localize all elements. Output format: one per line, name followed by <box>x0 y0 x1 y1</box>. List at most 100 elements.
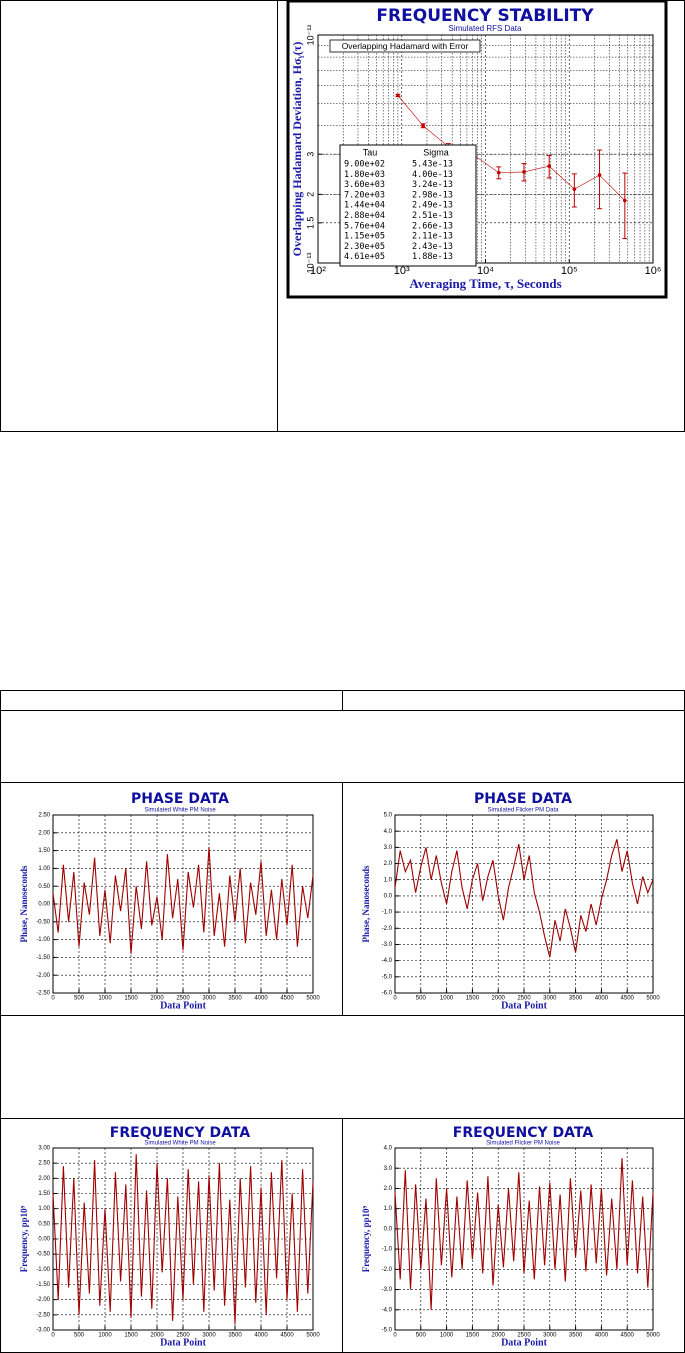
x-tick-label: 5000 <box>646 1333 660 1339</box>
y-tick-label: 1.5 <box>305 217 315 230</box>
y-tick-label: 2.0 <box>384 861 393 867</box>
x-tick-label: 1000 <box>440 996 454 1002</box>
y-tick-label: 4.0 <box>384 1146 393 1152</box>
x-tick-label: 0 <box>51 996 55 1002</box>
x-tick-label: 2000 <box>492 1333 506 1339</box>
table-header: Sigma <box>423 147 449 157</box>
y-axis-label: Overlapping Hadamard Deviation, Hσᵧ(τ) <box>290 42 304 257</box>
x-tick-label: 4500 <box>280 1333 294 1339</box>
data-point <box>496 170 501 175</box>
x-tick-label: 5000 <box>646 996 660 1002</box>
x-axis-label: Data Point <box>501 1000 548 1011</box>
data-point <box>396 93 400 98</box>
x-tick-label: 5000 <box>306 1333 320 1339</box>
y-tick-label: 0.00 <box>38 1237 50 1243</box>
data-point <box>547 164 551 168</box>
x-tick-label: 1000 <box>98 1333 112 1339</box>
data-table <box>339 144 477 267</box>
y-tick-label: 3 <box>305 152 315 157</box>
x-tick-label: 2500 <box>517 996 531 1002</box>
data-point <box>597 173 602 177</box>
table-tau: 2.88e+04 <box>344 211 385 221</box>
table-sigma: 2.66e-13 <box>412 221 453 231</box>
y-tick-label: -1.0 <box>382 910 393 916</box>
chart-title: FREQUENCY STABILITY <box>376 6 594 26</box>
y-tick-label: 2.0 <box>384 1186 393 1192</box>
chart-subtitle: Simulated White PM Noise <box>144 1141 216 1147</box>
data-line <box>52 1154 314 1324</box>
x-tick-label: 4500 <box>280 996 294 1002</box>
y-tick-label: -5.0 <box>382 974 393 980</box>
y-tick-label: 1.0 <box>384 1206 393 1212</box>
x-tick-label: 3000 <box>202 996 216 1002</box>
x-tick-label: 2000 <box>150 996 164 1002</box>
y-tick-label: 2 <box>305 192 315 197</box>
x-axis-label: Data Point <box>160 1000 207 1011</box>
plot-border <box>394 1147 654 1331</box>
x-tick-label: 1500 <box>466 1333 480 1339</box>
x-tick-label: 10⁵ <box>561 265 578 277</box>
table-tau: 2.30e+05 <box>344 242 385 252</box>
x-tick-label: 0 <box>393 1333 397 1339</box>
x-tick-label: 0 <box>51 1333 55 1339</box>
table-sigma: 4.00e-13 <box>412 170 453 180</box>
table-sigma: 2.43e-13 <box>412 242 453 252</box>
y-tick-label: 1.00 <box>38 1206 50 1212</box>
y-tick-label: -1.00 <box>36 937 50 943</box>
x-axis-label: Data Point <box>160 1337 207 1348</box>
x-tick-label: 1000 <box>440 1333 454 1339</box>
x-tick-label: 5000 <box>306 996 320 1002</box>
chart-subtitle: Simulated Flicker PM Data <box>487 808 559 814</box>
x-tick-label: 500 <box>416 996 427 1002</box>
y-tick-label: -2.00 <box>36 1297 50 1303</box>
chart-title: PHASE DATA <box>131 791 229 807</box>
y-tick-label: -1.00 <box>36 1267 50 1273</box>
data-line <box>52 846 314 954</box>
table-tau: 3.60e+03 <box>344 180 385 190</box>
legend-box <box>329 39 481 53</box>
table-sigma: 5.43e-13 <box>412 160 453 170</box>
x-tick-label: 3000 <box>543 1333 557 1339</box>
table-tau: 7.20e+03 <box>344 190 385 200</box>
table-sigma: 2.98e-13 <box>412 190 453 200</box>
chart-title: FREQUENCY DATA <box>453 1125 594 1141</box>
y-axis-label: Frequency, pp10⁹ <box>19 1205 29 1272</box>
y-tick-label: 1.50 <box>38 848 50 854</box>
y-tick-label: 0.0 <box>384 893 393 899</box>
y-tick-label: 4.0 <box>384 829 393 835</box>
y-tick-label: -0.50 <box>36 1252 50 1258</box>
data-point <box>623 198 627 203</box>
y-tick-label: -4.0 <box>382 1307 393 1313</box>
y-tick-label: -2.00 <box>36 973 50 979</box>
y-tick-label: -2.0 <box>382 926 393 932</box>
y-tick-label: -5.0 <box>382 1328 393 1334</box>
table-sigma: 2.51e-13 <box>412 211 453 221</box>
x-tick-label: 3500 <box>228 996 242 1002</box>
plot-area <box>395 1148 653 1330</box>
y-tick-label: 2.00 <box>38 1176 50 1182</box>
table-tau: 4.61e+05 <box>344 252 385 262</box>
error-bar <box>597 149 603 210</box>
y-tick-label: -3.00 <box>36 1328 50 1334</box>
chart-subtitle: Simulated White PM Noise <box>144 808 216 814</box>
plot-border <box>52 1147 314 1331</box>
y-tick-label: -1.50 <box>36 1282 50 1288</box>
table-tau: 9.00e+02 <box>344 160 385 170</box>
y-tick-label: 1.00 <box>38 866 50 872</box>
y-tick-label: 0.00 <box>38 902 50 908</box>
x-tick-label: 500 <box>74 996 85 1002</box>
y-tick-label: 3.0 <box>384 1166 393 1172</box>
plot-border <box>52 814 314 994</box>
x-tick-label: 500 <box>416 1333 427 1339</box>
x-axis-label: Averaging Time, τ, Seconds <box>409 276 561 291</box>
chart-subtitle: Simulated RFS Data <box>449 24 522 33</box>
x-tick-label: 1000 <box>98 996 112 1002</box>
x-tick-label: 10⁶ <box>645 265 662 277</box>
error-bar <box>622 172 628 240</box>
y-tick-label: 3.00 <box>38 1146 50 1152</box>
y-tick-label: 3.0 <box>384 845 393 851</box>
y-axis-label: Phase, Nanoseconds <box>19 865 29 943</box>
x-tick-label: 3000 <box>543 996 557 1002</box>
